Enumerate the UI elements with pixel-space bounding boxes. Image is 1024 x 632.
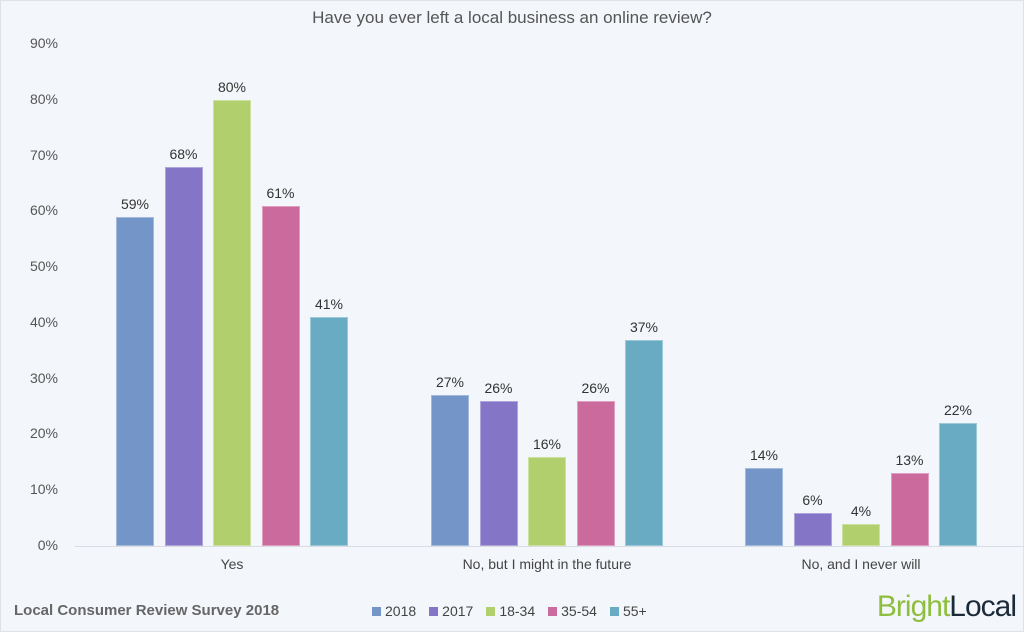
- bar: [310, 317, 348, 546]
- bar-value-label: 26%: [581, 379, 610, 396]
- bar: [890, 473, 929, 546]
- y-tick-label: 80%: [29, 90, 58, 107]
- bar-value-label: 27%: [435, 374, 465, 391]
- bar: [842, 523, 880, 546]
- legend-label: 18-34: [499, 603, 536, 619]
- y-tick-label: 50%: [29, 258, 58, 275]
- bar-value-label: 22%: [943, 402, 973, 419]
- bar-value-label: 80%: [217, 78, 247, 95]
- bar-value-label: 68%: [169, 145, 198, 162]
- bar: [261, 205, 300, 546]
- bar-value-label: 6%: [802, 491, 823, 508]
- legend-item: 2017: [429, 603, 473, 619]
- legend-swatch-icon: [372, 606, 381, 616]
- legend-label: 55+: [622, 603, 647, 619]
- bar-value-label: 59%: [120, 195, 150, 212]
- bar: [793, 512, 832, 546]
- y-tick-label: 90%: [29, 35, 58, 51]
- legend-item: 2018: [372, 603, 416, 619]
- y-tick-label: 40%: [29, 313, 58, 330]
- bar: [213, 99, 251, 546]
- bar: [939, 423, 977, 546]
- x-category-label: No, but I might in the future: [462, 556, 632, 572]
- x-category-label: No, and I never will: [801, 556, 921, 572]
- y-tick-label: 30%: [29, 369, 58, 386]
- legend-item: 55+: [609, 603, 647, 619]
- survey-label: Local Consumer Review Survey 2018: [14, 602, 280, 619]
- y-tick-label: 60%: [29, 202, 58, 219]
- y-tick-label: 20%: [29, 425, 58, 442]
- bar-value-label: 16%: [532, 435, 562, 452]
- x-axis-baseline: [75, 546, 1024, 547]
- x-category-label: Yes: [220, 556, 244, 572]
- bar-value-label: 14%: [749, 446, 779, 463]
- bar-value-label: 26%: [484, 379, 513, 396]
- y-tick-label: 70%: [29, 146, 58, 163]
- bar: [528, 456, 566, 546]
- legend-label: 35-54: [561, 603, 597, 619]
- bar: [625, 339, 663, 546]
- legend-label: 2018: [385, 603, 417, 619]
- y-tick-label: 10%: [29, 481, 58, 498]
- legend-item: 35-54: [548, 603, 597, 619]
- bar: [164, 166, 203, 546]
- bar: [745, 467, 783, 546]
- legend-label: 2017: [442, 603, 474, 619]
- bar-value-label: 13%: [895, 452, 924, 469]
- logo-bright: Bright: [876, 590, 950, 623]
- bar-value-label: 4%: [850, 502, 872, 519]
- y-tick-label: 0%: [37, 537, 58, 553]
- bar: [576, 400, 615, 546]
- chart-title: Have you ever left a local business an o…: [312, 8, 712, 27]
- legend-swatch-icon: [429, 606, 439, 616]
- brightlocal-logo: BrightLocal: [876, 590, 1017, 624]
- legend-swatch-icon: [486, 606, 496, 616]
- legend: 2018 2017 18-34 35-54 55+: [372, 603, 647, 619]
- bar-value-label: 37%: [629, 318, 659, 335]
- bar-value-label: 61%: [266, 184, 295, 201]
- legend-swatch-icon: [609, 606, 619, 616]
- logo-local: Local: [949, 590, 1017, 623]
- legend-item: 18-34: [486, 603, 535, 619]
- bar: [479, 400, 518, 546]
- bar: [116, 216, 154, 546]
- bar: [431, 395, 469, 546]
- legend-swatch-icon: [548, 606, 558, 616]
- bar-value-label: 41%: [314, 296, 344, 313]
